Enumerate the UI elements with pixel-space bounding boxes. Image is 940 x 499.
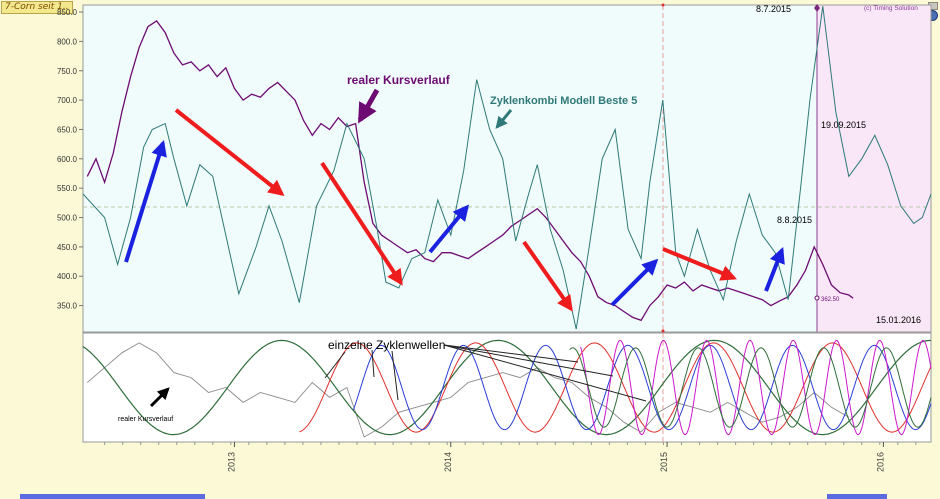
x-axis: 2013 2014 2015 2016: [104, 442, 917, 472]
wave-pointer-lines: [324, 344, 647, 402]
y-tick-label-5: 600.0: [57, 155, 78, 164]
annotation-cycle-model: Zyklenkombi Modell Beste 5: [490, 95, 637, 107]
x-tick-label-0: 2013: [226, 452, 236, 472]
y-tick-label-8: 750.0: [57, 67, 78, 76]
last-value-label: 362.50: [821, 297, 840, 303]
chart-tab-label[interactable]: 7-Corn seit 1..: [1, 1, 73, 14]
cycle-wave-4: [569, 347, 932, 428]
red-arrow-2: [320, 161, 403, 286]
horizontal-scrollbar-right[interactable]: [827, 494, 887, 499]
series-line-0: [86, 20, 854, 322]
cursor-bottom-marker: [661, 329, 665, 333]
y-tick-label-4: 550.0: [57, 184, 78, 193]
blue-arrow-1: [124, 139, 167, 263]
y-tick-label-3: 500.0: [57, 214, 78, 223]
y-tick-label-1: 400.0: [57, 272, 78, 281]
main-series: [82, 6, 932, 330]
model-pointer-arrow: [495, 109, 513, 129]
x-tick-label-2: 2015: [659, 452, 669, 472]
price-pointer-arrow: [357, 88, 380, 124]
y-tick-label-6: 650.0: [57, 125, 78, 134]
red-arrow-1: [174, 108, 285, 196]
blue-arrow-3: [610, 258, 659, 307]
y-tick-label-0: 350.0: [57, 302, 78, 311]
main-plot-area: [83, 5, 817, 332]
y-tick-label-2: 450.0: [57, 243, 78, 252]
forecast-area: [817, 5, 931, 332]
x-tick-label-1: 2014: [443, 452, 453, 472]
forecast-top-marker: [814, 4, 820, 12]
copyright-label: (c) Timing Solution: [864, 5, 918, 12]
horizontal-scrollbar-left[interactable]: [20, 494, 205, 499]
date-end: 15.01.2016: [876, 315, 921, 325]
series-line-1: [82, 6, 932, 330]
lower-series-line-0: [87, 342, 850, 438]
blue-arrow-2: [428, 204, 470, 254]
cycle-wave-0: [82, 339, 932, 436]
wave-series: [82, 339, 932, 438]
annotation-real-price: realer Kursverlauf: [347, 73, 451, 87]
cycle-wave-2: [352, 344, 932, 431]
blue-arrow-4: [764, 247, 785, 292]
date-cycle-peak: 19.09.2015: [821, 120, 866, 130]
y-tick-label-10: 850.0: [57, 8, 78, 17]
date-peak: 8.7.2015: [756, 4, 791, 14]
trend-arrows: [124, 88, 785, 408]
y-tick-label-9: 800.0: [57, 37, 78, 46]
annotation-real-price-small: realer Kursverlauf: [118, 416, 173, 423]
last-value-marker: [814, 295, 820, 301]
y-axis: 350.0 400.0 450.0 500.0 550.0 600.0 650.0 700.0…: [57, 8, 83, 311]
cycle-wave-3: [580, 339, 932, 436]
red-arrow-3: [522, 240, 573, 312]
red-arrow-4: [662, 247, 737, 281]
x-tick-label-3: 2016: [875, 452, 885, 472]
cursor-top-marker: [661, 3, 665, 7]
annotation-single-waves: einzelne Zyklenwellen: [328, 338, 445, 352]
date-low: 8.8.2015: [777, 215, 812, 225]
small-price-pointer-arrow: [149, 387, 170, 408]
main-plot-border: [82, 4, 932, 333]
y-tick-label-7: 700.0: [57, 96, 78, 105]
cycle-wave-1: [299, 342, 932, 433]
